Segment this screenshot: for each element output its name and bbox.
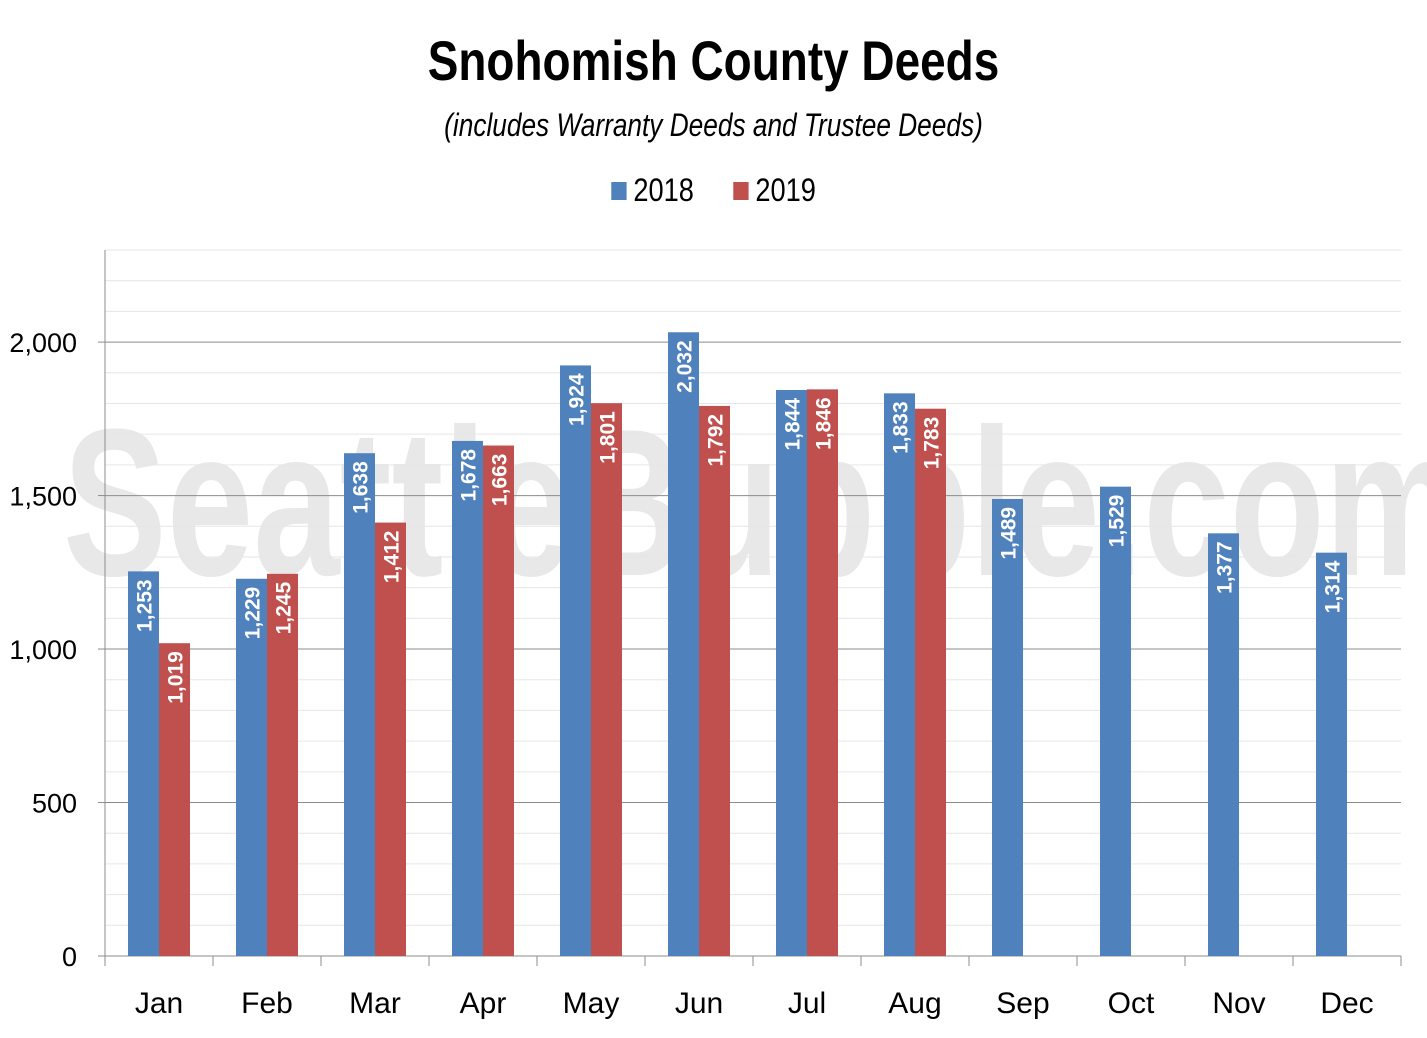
- x-tick-label-may: May: [563, 987, 620, 1020]
- y-tick-label: 2,000: [9, 328, 77, 358]
- data-label-2019-aug: 1,783: [921, 417, 944, 470]
- bar-2019-mar: [375, 522, 406, 956]
- bar-2019-feb: [267, 573, 298, 956]
- bar-2018-oct: [1100, 486, 1131, 956]
- y-tick-label: 1,500: [9, 482, 77, 512]
- data-label-2019-feb: 1,245: [273, 582, 296, 635]
- x-tick-label-dec: Dec: [1320, 987, 1373, 1020]
- data-label-2018-jun: 2,032: [674, 340, 697, 393]
- chart-title: Snohomish County Deeds: [427, 29, 1000, 92]
- x-tick-label-aug: Aug: [888, 987, 941, 1020]
- bar-2018-feb: [236, 578, 267, 956]
- data-label-2018-mar: 1,638: [350, 461, 373, 514]
- legend-label-2018: 2018: [633, 172, 695, 208]
- data-label-2018-jul: 1,844: [782, 398, 805, 451]
- x-tick-label-nov: Nov: [1212, 987, 1265, 1020]
- bar-2018-aug: [884, 393, 915, 956]
- x-tick-label-feb: Feb: [241, 987, 293, 1020]
- bar-2019-may: [591, 403, 622, 957]
- bar-2018-sep: [992, 498, 1023, 956]
- bar-2018-nov: [1208, 533, 1239, 956]
- data-label-2018-dec: 1,314: [1322, 560, 1345, 613]
- bar-2018-may: [560, 365, 591, 956]
- bar-2019-jan: [159, 643, 190, 956]
- data-label-2018-jan: 1,253: [134, 579, 157, 632]
- data-label-2018-sep: 1,489: [998, 507, 1021, 560]
- data-label-2018-feb: 1,229: [242, 587, 265, 640]
- legend-swatch-2019: [732, 181, 749, 200]
- legend-swatch-2018: [611, 181, 627, 200]
- bar-2018-dec: [1316, 552, 1347, 956]
- x-tick-label-jul: Jul: [788, 987, 826, 1020]
- chart-subtitle: (includes Warranty Deeds and Trustee Dee…: [444, 107, 983, 143]
- data-label-2019-jan: 1,019: [165, 651, 188, 704]
- chart-legend: 2018 2019: [0, 172, 1427, 209]
- data-label-2018-oct: 1,529: [1106, 495, 1129, 548]
- data-label-2019-jul: 1,846: [813, 397, 836, 450]
- data-label-2018-aug: 1,833: [890, 401, 913, 454]
- legend-label-2019: 2019: [754, 172, 816, 208]
- data-label-2019-mar: 1,412: [381, 531, 404, 584]
- x-tick-label-oct: Oct: [1108, 987, 1155, 1020]
- x-tick-label-jun: Jun: [675, 987, 723, 1020]
- bar-2019-jul: [807, 389, 838, 956]
- y-tick-label: 500: [32, 789, 77, 819]
- data-label-2018-may: 1,924: [566, 373, 589, 426]
- bar-2018-apr: [452, 440, 483, 956]
- y-tick-label: 0: [62, 942, 77, 972]
- legend-item-2019: 2019: [732, 172, 816, 209]
- x-tick-label-sep: Sep: [996, 987, 1049, 1020]
- data-label-2018-apr: 1,678: [458, 449, 481, 502]
- data-label-2019-may: 1,801: [597, 411, 620, 464]
- x-tick-label-apr: Apr: [460, 987, 507, 1020]
- bar-2019-apr: [483, 445, 514, 956]
- x-tick-label-jan: Jan: [135, 987, 183, 1020]
- data-label-2019-jun: 1,792: [705, 414, 728, 467]
- y-tick-label: 1,000: [9, 635, 77, 665]
- data-label-2019-apr: 1,663: [489, 454, 512, 507]
- bar-2018-jul: [776, 389, 807, 956]
- legend-item-2018: 2018: [611, 172, 695, 209]
- bar-2018-mar: [344, 453, 375, 956]
- bar-2019-jun: [699, 405, 730, 956]
- bar-2018-jun: [668, 332, 699, 956]
- x-tick-label-mar: Mar: [349, 987, 401, 1020]
- bar-2018-jan: [128, 571, 159, 956]
- bar-2019-aug: [915, 408, 946, 956]
- data-label-2018-nov: 1,377: [1214, 541, 1237, 594]
